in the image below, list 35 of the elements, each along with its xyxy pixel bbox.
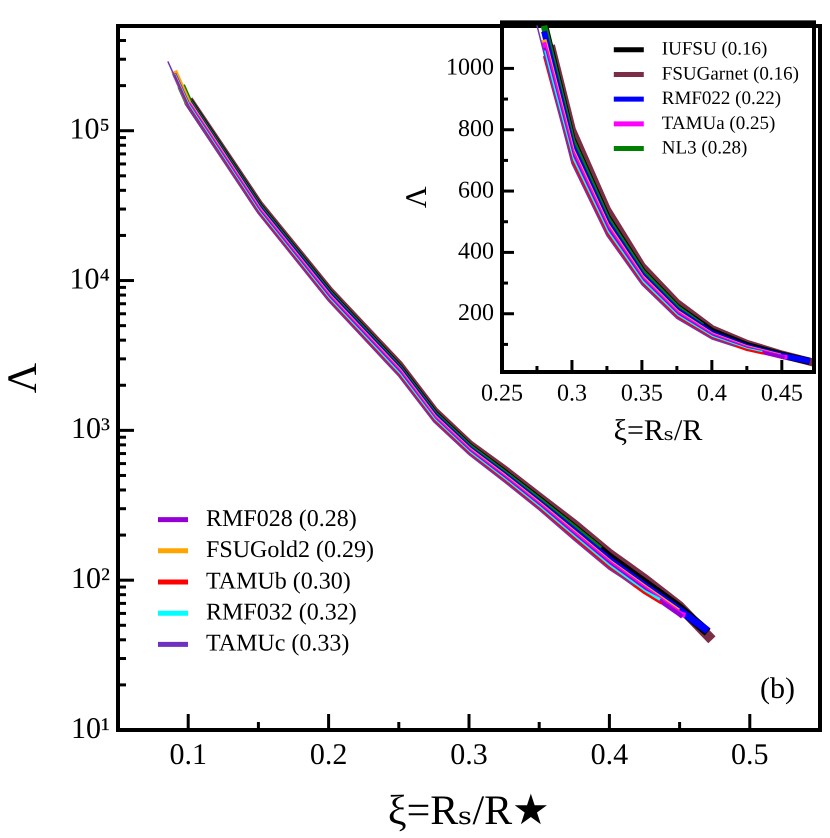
x-tick-label: 0.1 xyxy=(169,738,207,771)
y-tick-label: 10² xyxy=(71,562,110,596)
y-tick-label: 10⁴ xyxy=(70,262,110,296)
legend-label: TAMUc (0.33) xyxy=(206,630,350,657)
x-tick-label: 0.4 xyxy=(696,380,727,407)
legend-label: TAMUa (0.25) xyxy=(662,112,776,134)
legend-label: NL3 (0.28) xyxy=(662,138,748,159)
y-tick-label: 600 xyxy=(458,177,494,204)
x-tick-label: 0.25 xyxy=(481,380,523,407)
y-tick-label: 800 xyxy=(458,116,494,142)
legend-label: RMF022 (0.22) xyxy=(662,88,782,110)
y-tick-label: 400 xyxy=(458,238,494,265)
annotation: (b) xyxy=(760,672,795,705)
legend-label: RMF032 (0.32) xyxy=(206,599,357,626)
legend-label: IUFSU (0.16) xyxy=(662,38,768,60)
x-axis-title: ξ=Rₛ/R xyxy=(614,414,702,447)
x-tick-label: 0.35 xyxy=(620,380,663,407)
y-tick-label: 200 xyxy=(458,300,494,326)
x-tick-label: 0.3 xyxy=(450,738,488,771)
legend-label: FSUGarnet (0.16) xyxy=(662,63,799,84)
y-axis-title: Λ xyxy=(400,186,433,208)
y-tick-label: 1000 xyxy=(446,54,494,81)
legend-label: FSUGold2 (0.29) xyxy=(206,537,374,564)
y-axis-title: Λ xyxy=(0,362,46,394)
legend-label: TAMUb (0.30) xyxy=(206,568,351,594)
legend-label: RMF028 (0.28) xyxy=(206,506,357,532)
x-tick-label: 0.2 xyxy=(310,738,348,771)
x-tick-label: 0.4 xyxy=(590,738,628,771)
y-tick-label: 10³ xyxy=(71,412,110,446)
x-tick-label: 0.45 xyxy=(760,380,803,407)
x-axis-title: ξ=Rₛ/R★ xyxy=(388,788,550,834)
x-tick-label: 0.3 xyxy=(556,380,587,407)
y-tick-label: 10⁵ xyxy=(70,112,110,146)
y-tick-label: 10¹ xyxy=(71,712,110,745)
x-tick-label: 0.5 xyxy=(731,738,769,771)
